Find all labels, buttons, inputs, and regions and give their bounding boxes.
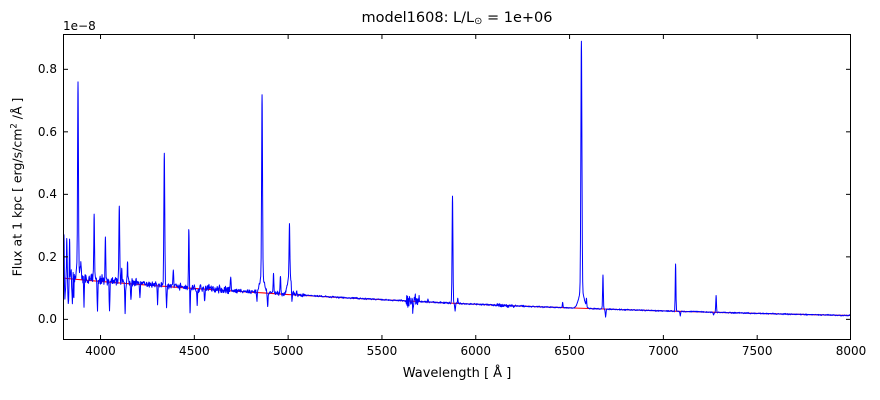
y-axis-offset-label: 1e−8 xyxy=(63,19,96,33)
x-tick-label: 7000 xyxy=(648,344,679,358)
x-tick-label: 6500 xyxy=(554,344,585,358)
chart-title-prefix: model1608: L/L xyxy=(361,10,475,26)
sun-symbol: ⊙ xyxy=(474,15,483,27)
x-axis-label: Wavelength [ Å ] xyxy=(402,366,512,381)
axes-frame xyxy=(63,34,851,340)
x-tick-label: 4000 xyxy=(85,344,116,358)
spectrum-line xyxy=(63,40,851,318)
chart-title: model1608: L/L⊙ = 1e+06 xyxy=(63,10,851,27)
x-tick-label: 7500 xyxy=(741,344,773,358)
y-tick-label: 0.4 xyxy=(37,187,57,202)
x-tick-label: 4500 xyxy=(179,344,210,358)
chart-title-suffix: = 1e+06 xyxy=(482,10,553,26)
plot-canvas xyxy=(63,34,851,340)
x-tick-label: 8000 xyxy=(835,344,867,358)
continuum-line xyxy=(63,277,851,317)
y-tick-label: 0.0 xyxy=(37,312,57,327)
y-tick-label: 0.8 xyxy=(37,62,57,77)
y-tick-label: 0.6 xyxy=(37,124,57,139)
plot-area xyxy=(63,34,851,340)
x-tick-label: 6000 xyxy=(460,344,492,358)
x-tick-label: 5500 xyxy=(366,344,398,358)
y-tick-label: 0.2 xyxy=(37,249,57,264)
x-tick-label: 5000 xyxy=(272,344,304,358)
